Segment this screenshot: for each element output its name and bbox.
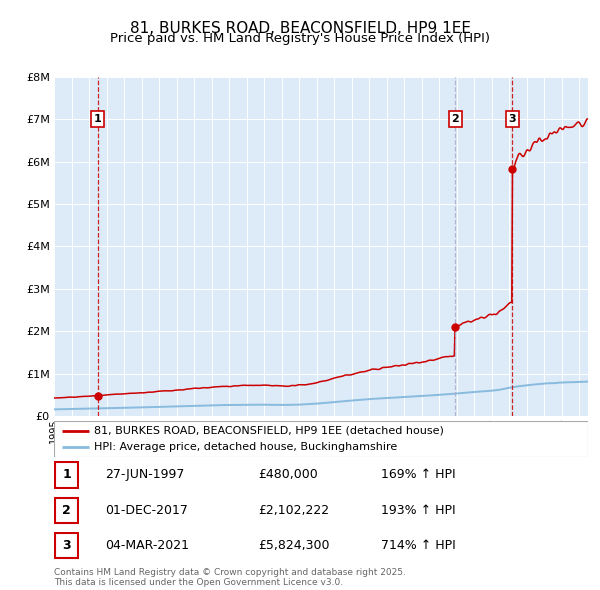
FancyBboxPatch shape <box>54 421 588 457</box>
FancyBboxPatch shape <box>55 497 78 523</box>
Text: 714% ↑ HPI: 714% ↑ HPI <box>381 539 456 552</box>
Text: 2: 2 <box>62 504 71 517</box>
Text: Contains HM Land Registry data © Crown copyright and database right 2025.
This d: Contains HM Land Registry data © Crown c… <box>54 568 406 587</box>
Text: 81, BURKES ROAD, BEACONSFIELD, HP9 1EE: 81, BURKES ROAD, BEACONSFIELD, HP9 1EE <box>130 21 470 35</box>
Text: 27-JUN-1997: 27-JUN-1997 <box>105 468 184 481</box>
FancyBboxPatch shape <box>55 462 78 488</box>
FancyBboxPatch shape <box>55 533 78 559</box>
Text: 81, BURKES ROAD, BEACONSFIELD, HP9 1EE (detached house): 81, BURKES ROAD, BEACONSFIELD, HP9 1EE (… <box>94 425 444 435</box>
Text: 2: 2 <box>451 114 459 124</box>
Text: 3: 3 <box>62 539 71 552</box>
Text: 193% ↑ HPI: 193% ↑ HPI <box>381 504 455 517</box>
Text: HPI: Average price, detached house, Buckinghamshire: HPI: Average price, detached house, Buck… <box>94 442 397 451</box>
Text: 01-DEC-2017: 01-DEC-2017 <box>105 504 188 517</box>
Text: £480,000: £480,000 <box>258 468 318 481</box>
Text: Price paid vs. HM Land Registry's House Price Index (HPI): Price paid vs. HM Land Registry's House … <box>110 32 490 45</box>
Text: 1: 1 <box>94 114 101 124</box>
Text: £5,824,300: £5,824,300 <box>258 539 329 552</box>
Text: 3: 3 <box>508 114 516 124</box>
Text: £2,102,222: £2,102,222 <box>258 504 329 517</box>
Text: 169% ↑ HPI: 169% ↑ HPI <box>381 468 455 481</box>
Text: 04-MAR-2021: 04-MAR-2021 <box>105 539 189 552</box>
Text: 1: 1 <box>62 468 71 481</box>
